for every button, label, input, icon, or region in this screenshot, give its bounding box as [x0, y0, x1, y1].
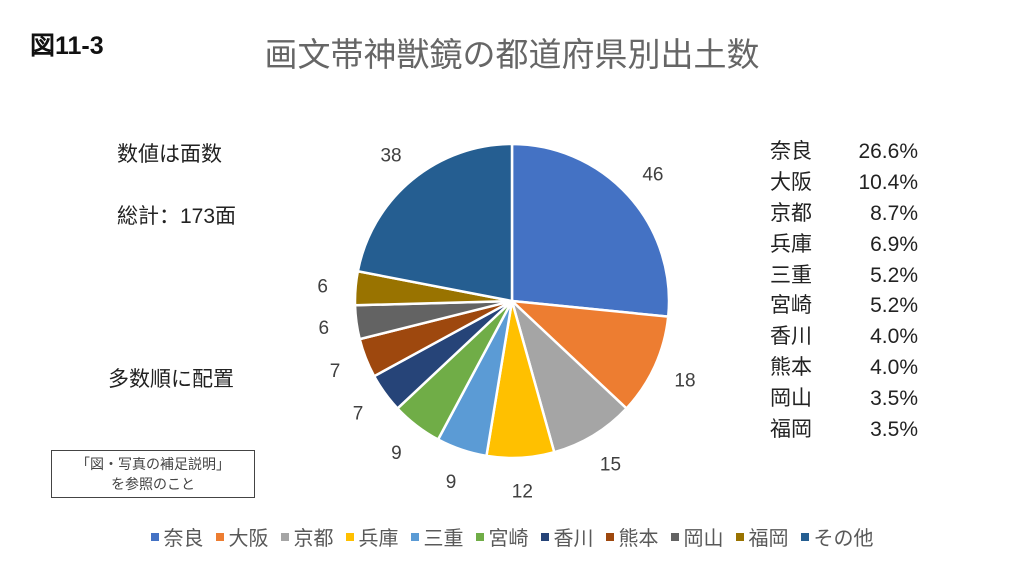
data-label: 18 [674, 371, 695, 392]
legend-item: 奈良 [150, 522, 204, 551]
legend-item: 兵庫 [345, 522, 399, 551]
percent-row: 香川 4.0% [770, 322, 918, 353]
legend-label: 奈良 [163, 528, 204, 550]
legend-label: 香川 [553, 528, 594, 550]
percent-name: 京都 [770, 201, 812, 225]
percent-row: 岡山 3.5% [770, 384, 918, 415]
legend-item: 香川 [540, 522, 594, 551]
legend-item: 京都 [280, 522, 334, 551]
percent-value: 10.4% [858, 170, 918, 194]
legend-label: 熊本 [618, 528, 659, 550]
legend-swatch-icon [540, 532, 549, 541]
percent-row: 兵庫 6.9% [770, 230, 918, 261]
percent-name: 兵庫 [770, 232, 812, 256]
legend-swatch-icon [215, 532, 224, 541]
order-note: 多数順に配置 [108, 368, 234, 391]
percent-value: 3.5% [870, 387, 918, 411]
percent-row: 宮崎 5.2% [770, 291, 918, 322]
total-note: 総計：173面 [117, 205, 237, 228]
legend-label: 三重 [423, 528, 464, 550]
data-label: 6 [317, 276, 328, 297]
percent-name: 奈良 [770, 140, 812, 163]
legend-item: 岡山 [670, 522, 724, 551]
legend-swatch-icon [410, 532, 419, 541]
percent-value: 26.6% [858, 140, 918, 163]
percent-name: 岡山 [770, 387, 812, 411]
legend-label: 兵庫 [358, 528, 399, 550]
legend-swatch-icon [800, 532, 809, 541]
reference-box: 「図・写真の補足説明」 を参照のこと [51, 450, 255, 498]
legend-item: 三重 [410, 522, 464, 551]
legend-item: 福岡 [735, 522, 789, 551]
legend-swatch-icon [670, 532, 679, 541]
reference-line-2: を参照のこと [111, 476, 195, 492]
data-label: 7 [353, 403, 364, 424]
legend-item: 大阪 [215, 522, 269, 551]
legend-swatch-icon [605, 532, 614, 541]
legend-item: その他 [800, 522, 874, 551]
legend-label: 宮崎 [488, 528, 529, 550]
percent-row: 京都 8.7% [770, 199, 918, 230]
percent-list: 奈良 26.6% 大阪 10.4% 京都 8.7% 兵庫 6.9% 三重 5.2% 宮崎 5.2% 香川… [770, 137, 918, 446]
legend-swatch-icon [150, 532, 159, 541]
data-label: 38 [380, 145, 401, 166]
percent-value: 3.5% [870, 418, 918, 442]
legend: 奈良 大阪 京都 兵庫 三重 宮崎 香川 熊本 岡山 福岡 その他 [0, 522, 1024, 551]
percent-name: 大阪 [770, 170, 812, 194]
pie-slice-大阪 [508, 299, 670, 411]
legend-swatch-icon [345, 532, 354, 541]
percent-value: 6.9% [870, 232, 918, 256]
percent-row: 奈良 26.6% [770, 137, 918, 168]
legend-label: その他 [813, 528, 874, 550]
unit-note: 数値は面数 [117, 143, 222, 166]
percent-name: 福岡 [770, 418, 812, 442]
pie-slice-その他 [356, 142, 514, 303]
percent-row: 大阪 10.4% [770, 168, 918, 199]
data-label: 15 [600, 454, 621, 475]
legend-swatch-icon [735, 532, 744, 541]
percent-name: 宮崎 [770, 294, 812, 318]
data-label: 9 [446, 472, 457, 493]
reference-line-1: 「図・写真の補足説明」 [76, 456, 230, 472]
data-label: 7 [330, 361, 341, 382]
percent-value: 4.0% [870, 356, 918, 380]
percent-value: 8.7% [870, 201, 918, 225]
percent-row: 熊本 4.0% [770, 353, 918, 384]
data-label: 6 [318, 318, 329, 339]
legend-label: 福岡 [748, 528, 789, 550]
legend-label: 岡山 [683, 528, 724, 550]
percent-row: 三重 5.2% [770, 261, 918, 292]
figure-label: 図11-3 [30, 32, 104, 60]
pie-slice-奈良 [510, 142, 671, 319]
legend-label: 大阪 [228, 528, 269, 550]
legend-item: 宮崎 [475, 522, 529, 551]
legend-item: 熊本 [605, 522, 659, 551]
percent-row: 福岡 3.5% [770, 415, 918, 446]
data-label: 12 [512, 482, 533, 503]
data-label: 9 [391, 443, 402, 464]
legend-swatch-icon [280, 532, 289, 541]
percent-value: 5.2% [870, 294, 918, 318]
percent-value: 4.0% [870, 325, 918, 349]
percent-name: 三重 [770, 263, 812, 287]
percent-name: 熊本 [770, 356, 812, 380]
chart-title: 画文帯神獣鏡の都道府県別出土数 [264, 36, 760, 73]
legend-label: 京都 [293, 528, 334, 550]
pie-slice-京都 [509, 297, 629, 454]
legend-swatch-icon [475, 532, 484, 541]
percent-value: 5.2% [870, 263, 918, 287]
percent-name: 香川 [770, 325, 812, 349]
data-label: 46 [642, 165, 663, 186]
